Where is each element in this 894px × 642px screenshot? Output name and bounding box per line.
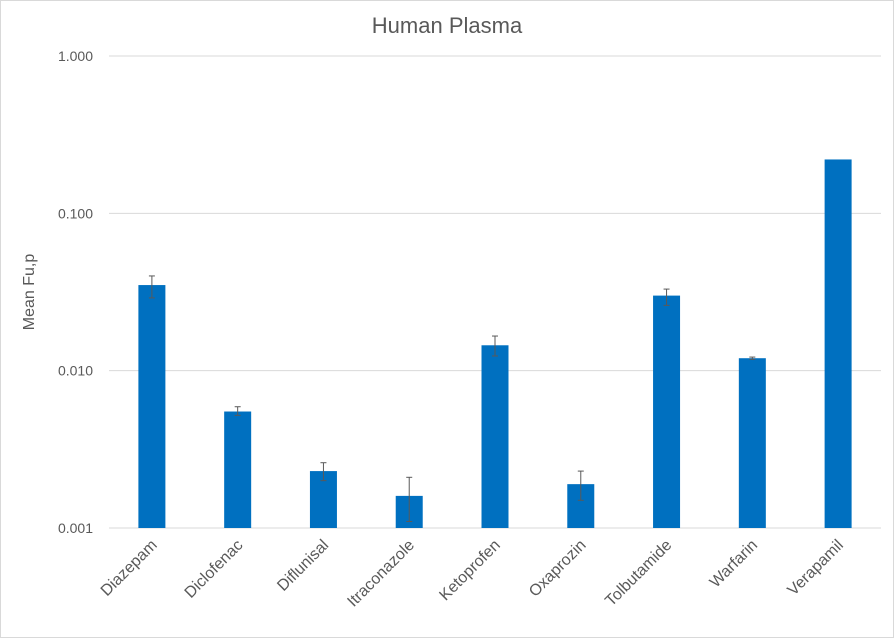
error-bars (148, 275, 756, 522)
x-tick-label: Oxaprozin (526, 537, 590, 601)
error-bar-tolbutamide (663, 288, 670, 306)
error-bar-diclofenac (234, 406, 241, 416)
y-axis-label: Mean Fu,p (21, 254, 38, 331)
x-axis-ticks: Diazepam Diclofenac Diflunisal Itraconazole… (98, 537, 847, 611)
error-bar-diazepam (148, 275, 155, 299)
error-bar-oxaprozin (577, 470, 584, 501)
error-bar-itraconazole (406, 476, 413, 522)
error-bar-ketoprofen (492, 335, 498, 357)
bar-verapamil (824, 159, 852, 528)
y-tick-label: 0.010 (58, 363, 93, 379)
bar-diclofenac (224, 411, 252, 528)
x-tick-label: Diflunisal (274, 537, 332, 595)
error-bar-warfarin (749, 356, 756, 360)
x-tick-label: Diclofenac (182, 537, 247, 602)
bar-ketoprofen (481, 345, 509, 528)
bar-warfarin (738, 358, 766, 528)
error-bar-diflunisal (320, 462, 327, 482)
x-tick-label: Warfarin (707, 537, 761, 591)
x-tick-label: Itraconazole (344, 537, 418, 611)
x-tick-label: Diazepam (98, 537, 161, 600)
bar-diazepam (138, 285, 166, 528)
y-axis-ticks: 0.001 0.010 0.100 1.000 (58, 48, 93, 536)
y-tick-label: 1.000 (58, 48, 93, 64)
y-tick-label: 0.100 (58, 205, 93, 221)
chart-title: Human Plasma (372, 13, 523, 38)
x-tick-label: Tolbutamide (602, 537, 675, 610)
y-tick-label: 0.001 (58, 520, 93, 536)
x-tick-label: Verapamil (785, 537, 847, 599)
bar-tolbutamide (653, 295, 681, 528)
x-tick-label: Ketoprofen (436, 537, 503, 604)
